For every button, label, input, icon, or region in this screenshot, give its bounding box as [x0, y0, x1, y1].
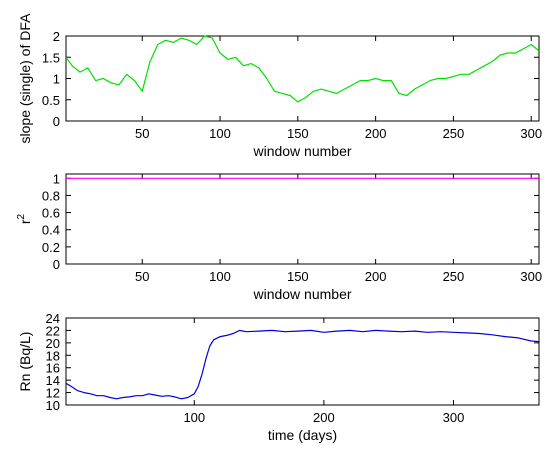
y-tick-label: 1.5 [42, 50, 60, 65]
plot-frame [65, 35, 540, 122]
x-tick-label: 100 [209, 269, 231, 284]
y-tick-label: 14 [46, 373, 60, 388]
x-tick-label: 300 [443, 410, 465, 425]
x-tick-label: 100 [183, 410, 205, 425]
x-tick-label: 50 [135, 269, 149, 284]
y-axis-label-text: Rn (Bq/L) [17, 332, 33, 392]
plot-frame [65, 173, 540, 265]
y-tick-label: 2 [53, 29, 60, 44]
y-tick-label: 24 [46, 311, 60, 326]
y-tick-label: 18 [46, 348, 60, 363]
x-tick-label: 300 [520, 126, 542, 141]
y-tick-label: 0.2 [42, 240, 60, 255]
x-tick-label: 200 [313, 410, 335, 425]
x-axis-label: window number [252, 286, 351, 302]
x-axis-label: time (days) [268, 427, 337, 443]
x-tick-label: 150 [287, 269, 309, 284]
y-tick-label: 0 [53, 114, 60, 129]
y-tick-label: 20 [46, 336, 60, 351]
x-tick-label: 50 [135, 126, 149, 141]
y-tick-label: 22 [46, 323, 60, 338]
x-tick-label: 300 [520, 269, 542, 284]
y-tick-label: 0.8 [42, 188, 60, 203]
series-line [65, 329, 540, 400]
x-tick-label: 150 [287, 126, 309, 141]
y-axis-label-text: slope (single) of DFA [17, 13, 33, 144]
y-tick-label: 0.5 [42, 93, 60, 108]
y-axis-label-superscript: 2 [16, 213, 27, 219]
y-tick-label: 1 [53, 171, 60, 186]
y-tick-label: 0 [53, 257, 60, 272]
x-tick-label: 200 [365, 269, 387, 284]
y-axis-label: Rn (Bq/L) [17, 332, 33, 392]
y-axis-label-text: r [17, 219, 33, 224]
plot-frame [65, 317, 540, 406]
x-tick-label: 250 [443, 269, 465, 284]
y-tick-label: 16 [46, 361, 60, 376]
y-axis-label: r2 [16, 213, 33, 224]
x-tick-label: 100 [209, 126, 231, 141]
y-tick-label: 10 [46, 398, 60, 413]
y-axis-label: slope (single) of DFA [17, 13, 33, 144]
y-tick-label: 12 [46, 386, 60, 401]
y-tick-label: 0.4 [42, 223, 60, 238]
y-tick-label: 0.6 [42, 206, 60, 221]
x-tick-label: 250 [443, 126, 465, 141]
y-tick-label: 1 [53, 72, 60, 87]
x-axis-label: window number [252, 143, 351, 159]
x-tick-label: 200 [365, 126, 387, 141]
series-line [65, 35, 540, 103]
